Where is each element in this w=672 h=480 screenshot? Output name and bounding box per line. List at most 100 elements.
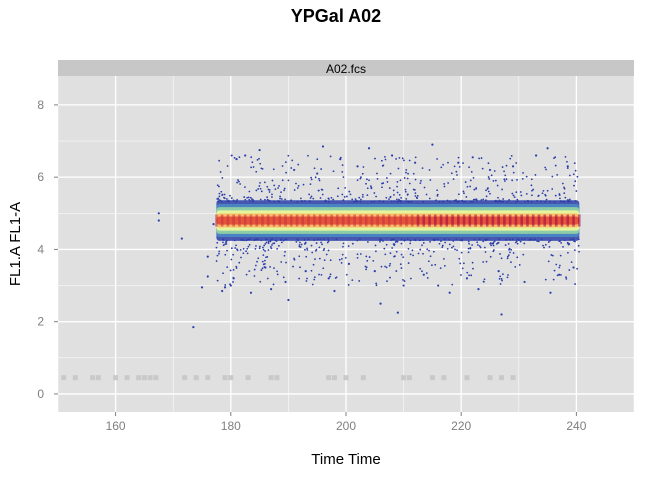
density-cell <box>243 214 247 227</box>
event-point <box>522 253 525 256</box>
x-tick-label: 220 <box>451 419 471 433</box>
event-point <box>218 185 220 188</box>
event-point <box>440 166 443 169</box>
event-point <box>381 182 383 185</box>
event-point <box>559 274 562 276</box>
data-point <box>402 284 405 287</box>
event-point <box>471 200 474 203</box>
event-point <box>304 248 306 251</box>
density-cell <box>278 214 282 227</box>
event-point <box>575 190 578 192</box>
event-point <box>484 238 486 241</box>
event-point <box>285 238 288 241</box>
event-point <box>301 200 304 203</box>
density-cell <box>549 214 552 227</box>
event-point <box>227 199 230 202</box>
event-point <box>493 170 496 172</box>
event-point <box>321 193 324 196</box>
data-point <box>558 273 561 276</box>
event-point <box>359 177 362 180</box>
data-point <box>347 262 350 265</box>
event-point <box>269 200 271 203</box>
event-point <box>305 255 308 258</box>
event-point <box>467 247 470 250</box>
event-point <box>542 189 545 192</box>
event-point <box>469 185 472 188</box>
event-point <box>250 156 253 159</box>
event-point <box>250 166 253 169</box>
event-point <box>356 239 359 242</box>
event-point <box>414 195 417 197</box>
event-point <box>216 200 219 203</box>
event-point <box>510 261 512 264</box>
density-cell <box>289 214 293 227</box>
event-point <box>319 238 322 241</box>
event-point <box>282 276 285 279</box>
event-point <box>290 199 293 202</box>
event-point <box>457 193 460 196</box>
event-point <box>232 199 235 202</box>
density-band <box>215 154 581 287</box>
event-point <box>499 275 502 278</box>
event-point <box>267 188 270 191</box>
event-point <box>254 264 257 267</box>
data-point <box>356 165 359 168</box>
event-point <box>548 246 551 248</box>
event-point <box>494 200 497 203</box>
event-point <box>396 180 399 183</box>
event-point <box>421 270 423 273</box>
event-point <box>334 277 337 279</box>
event-point <box>396 240 399 243</box>
event-point <box>216 254 219 257</box>
event-point <box>525 175 528 178</box>
event-point <box>218 250 221 253</box>
baseline-mark <box>222 375 228 381</box>
event-point <box>578 250 580 253</box>
data-point <box>333 289 336 293</box>
event-point <box>309 200 312 203</box>
event-point <box>544 194 547 197</box>
data-point <box>284 280 287 284</box>
event-point <box>447 161 449 164</box>
density-cell <box>577 214 581 227</box>
data-point <box>192 325 195 329</box>
x-tick-label: 160 <box>106 419 126 433</box>
event-point <box>299 197 302 200</box>
event-point <box>396 191 399 194</box>
event-point <box>285 261 287 264</box>
baseline-mark <box>136 375 142 381</box>
event-point <box>298 255 301 258</box>
baseline-mark <box>245 375 251 381</box>
event-point <box>521 177 524 180</box>
event-point <box>280 198 283 200</box>
density-cell <box>313 214 316 227</box>
event-point <box>497 196 499 199</box>
event-point <box>321 243 323 246</box>
event-point <box>393 244 396 247</box>
event-point <box>259 162 262 165</box>
event-point <box>258 247 261 250</box>
event-point <box>462 190 465 193</box>
event-point <box>559 239 562 242</box>
event-point <box>409 242 412 245</box>
event-point <box>574 283 577 285</box>
event-point <box>516 256 519 259</box>
event-point <box>403 280 406 282</box>
data-point <box>249 291 253 294</box>
event-point <box>487 162 490 165</box>
event-point <box>230 197 233 199</box>
event-point <box>563 187 566 190</box>
baseline-mark <box>182 375 188 381</box>
event-point <box>327 249 330 252</box>
event-point <box>532 238 535 241</box>
event-point <box>318 273 320 276</box>
event-point <box>577 244 580 247</box>
event-point <box>219 171 222 173</box>
event-point <box>215 246 218 249</box>
event-point <box>273 200 276 203</box>
event-point <box>315 242 318 244</box>
event-point <box>414 178 417 181</box>
event-point <box>323 248 326 250</box>
event-point <box>391 247 394 249</box>
event-point <box>440 240 442 243</box>
